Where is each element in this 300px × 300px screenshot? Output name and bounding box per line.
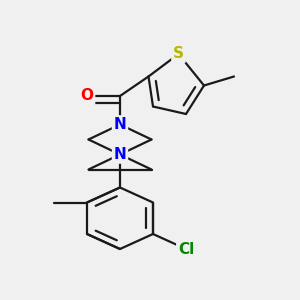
Text: Cl: Cl [178,242,194,256]
Text: N: N [114,117,126,132]
Text: O: O [80,88,94,104]
Text: N: N [114,147,126,162]
Text: S: S [173,46,184,62]
